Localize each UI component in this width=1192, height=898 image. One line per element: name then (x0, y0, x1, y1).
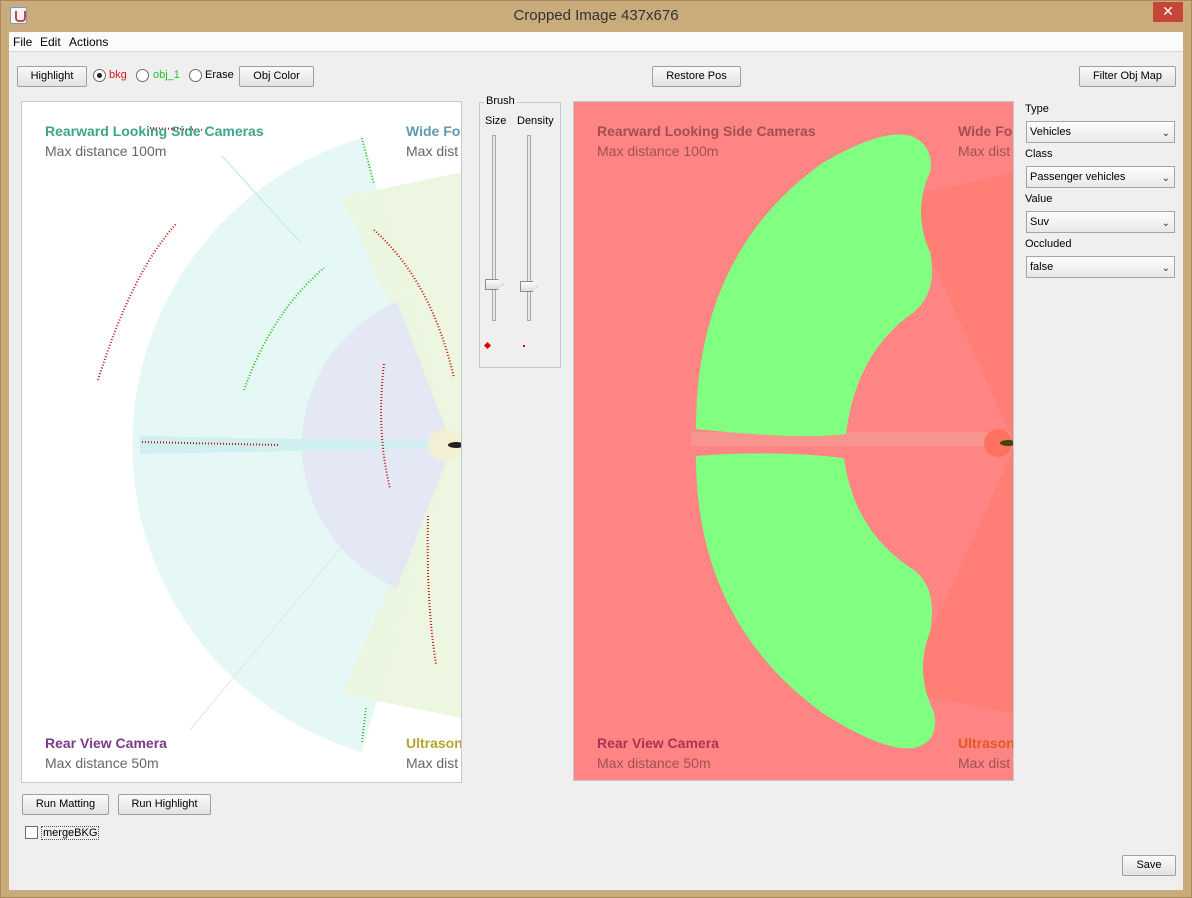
run-highlight-button[interactable]: Run Highlight (118, 794, 211, 815)
class-select[interactable]: Passenger vehicles ⌄ (1026, 166, 1175, 188)
ultrasonic-title: Ultrason (406, 735, 462, 751)
obj-color-button[interactable]: Obj Color (239, 66, 314, 87)
value-select-value: Suv (1030, 216, 1049, 228)
class-select-value: Passenger vehicles (1030, 171, 1126, 183)
brush-size-preview (483, 341, 492, 350)
rear-camera-distance: Max distance 50m (45, 755, 159, 771)
save-button[interactable]: Save (1122, 855, 1176, 876)
java-app-icon (10, 7, 27, 24)
erase-radio[interactable] (189, 69, 202, 82)
source-image-panel[interactable]: Rearward Looking Side Cameras Max distan… (21, 101, 462, 783)
bkg-radio-label[interactable]: bkg (109, 69, 127, 81)
result-side-camera-title: Rearward Looking Side Cameras (597, 123, 816, 139)
occluded-label: Occluded (1025, 238, 1072, 250)
chevron-down-icon: ⌄ (1161, 218, 1170, 229)
menu-bar: File Edit Actions (9, 32, 1183, 52)
brush-density-label: Density (517, 115, 554, 127)
brush-density-thumb[interactable] (520, 281, 538, 292)
erase-radio-label[interactable]: Erase (205, 69, 234, 81)
result-side-camera-distance: Max distance 100m (597, 143, 718, 159)
brush-density-preview (523, 345, 525, 347)
bkg-radio[interactable] (93, 69, 106, 82)
brush-density-slider[interactable] (527, 135, 531, 321)
restore-pos-button[interactable]: Restore Pos (652, 66, 741, 87)
result-ultrasonic-distance: Max dist (958, 755, 1010, 771)
brush-settings-box: Brush Size Density (479, 95, 561, 368)
class-label: Class (1025, 148, 1053, 160)
filter-obj-map-button[interactable]: Filter Obj Map (1079, 66, 1176, 87)
type-select[interactable]: Vehicles ⌄ (1026, 121, 1175, 143)
result-ultrasonic-title: Ultrason (958, 735, 1014, 751)
type-select-value: Vehicles (1030, 126, 1071, 138)
matting-result-canvas[interactable]: Rearward Looking Side Cameras Max distan… (574, 102, 1014, 781)
result-rear-camera-distance: Max distance 50m (597, 755, 711, 771)
brush-size-slider[interactable] (492, 135, 496, 321)
brush-title: Brush (484, 95, 517, 107)
merge-bkg-label[interactable]: mergeBKG (41, 826, 100, 840)
rear-beam (140, 436, 452, 454)
title-bar[interactable]: Cropped Image 437x676 ✕ (1, 1, 1191, 32)
menu-file[interactable]: File (13, 35, 33, 49)
menu-actions[interactable]: Actions (69, 35, 109, 49)
obj-1-radio-label[interactable]: obj_1 (153, 69, 180, 81)
highlight-button[interactable]: Highlight (17, 66, 87, 87)
object-mask-upper (696, 134, 932, 437)
bkg-scribbles (97, 127, 455, 665)
car-ultrasonic-zone (428, 429, 460, 461)
run-matting-button[interactable]: Run Matting (22, 794, 109, 815)
result-wide-camera-distance: Max dist (958, 143, 1010, 159)
car-icon (448, 442, 461, 448)
matting-result-panel[interactable]: Rearward Looking Side Cameras Max distan… (573, 101, 1014, 781)
brush-size-thumb[interactable] (485, 279, 503, 290)
occluded-select-value: false (1030, 261, 1054, 273)
wide-camera-coverage (342, 172, 461, 718)
wide-camera-distance: Max dist (406, 143, 458, 159)
chevron-down-icon: ⌄ (1161, 128, 1170, 139)
type-label: Type (1025, 103, 1049, 115)
result-wide-camera-title: Wide Fo (958, 123, 1012, 139)
chevron-down-icon: ⌄ (1161, 173, 1170, 184)
rear-camera-title: Rear View Camera (45, 735, 167, 751)
car-icon-result (1000, 440, 1013, 446)
object-mask-lower (696, 453, 936, 749)
ultrasonic-distance: Max dist (406, 755, 458, 771)
merge-bkg-checkbox[interactable] (25, 826, 38, 839)
chevron-down-icon: ⌄ (1161, 263, 1170, 274)
menu-edit[interactable]: Edit (40, 35, 61, 49)
side-camera-distance: Max distance 100m (45, 143, 166, 159)
obj-1-radio[interactable] (136, 69, 149, 82)
client-area: File Edit Actions Highlight bkg obj_1 Er… (9, 32, 1183, 890)
brush-size-label: Size (485, 115, 507, 127)
source-image-canvas[interactable]: Rearward Looking Side Cameras Max distan… (22, 102, 462, 783)
result-rear-camera-title: Rear View Camera (597, 735, 719, 751)
value-label: Value (1025, 193, 1053, 205)
occluded-select[interactable]: false ⌄ (1026, 256, 1175, 278)
close-window-button[interactable]: ✕ (1153, 2, 1183, 22)
wide-camera-title: Wide Fo (406, 123, 460, 139)
obj-scribbles (243, 137, 375, 743)
side-camera-title: Rearward Looking Side Cameras (45, 123, 264, 139)
window-title: Cropped Image 437x676 (513, 7, 679, 24)
value-select[interactable]: Suv ⌄ (1026, 211, 1175, 233)
